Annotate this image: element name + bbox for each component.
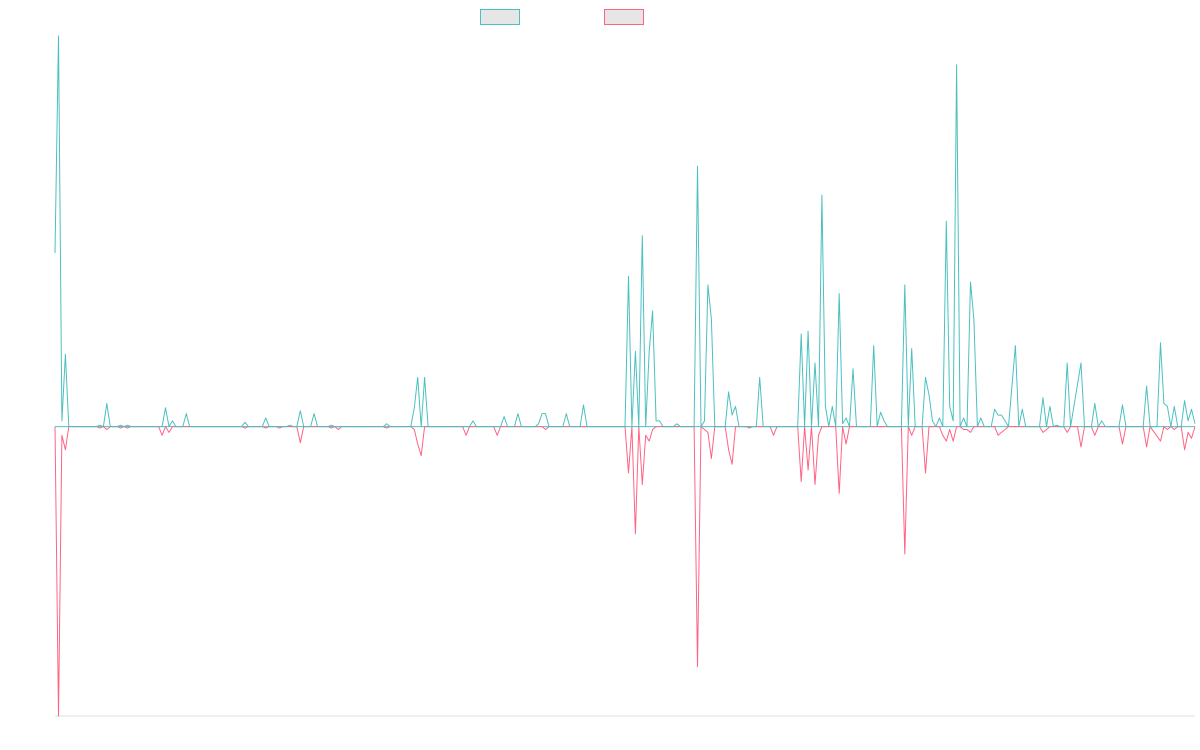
legend-swatch-series-a[interactable] xyxy=(480,9,520,25)
series-a-line xyxy=(54,35,1196,428)
legend-swatch-series-b[interactable] xyxy=(604,9,644,25)
series-b-line xyxy=(54,426,1196,717)
